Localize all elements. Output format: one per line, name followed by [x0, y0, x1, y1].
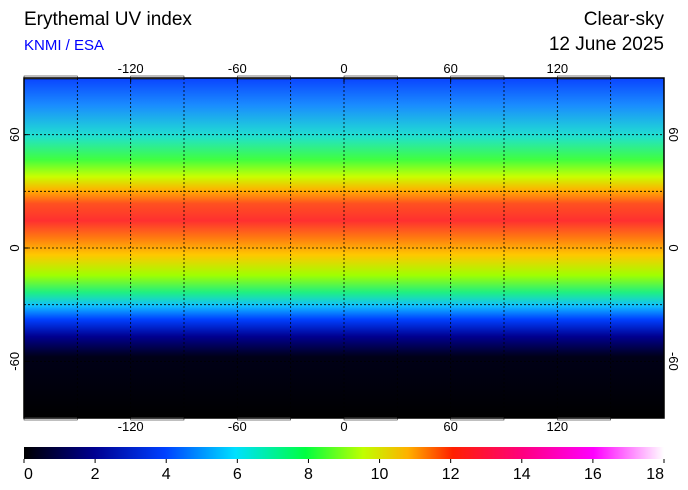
colorbar-tick-label: 4 [162, 466, 171, 483]
lat-tick-label: -60 [666, 352, 681, 371]
lon-tick-label: -120 [118, 61, 144, 76]
lon-tick-label: 120 [546, 61, 568, 76]
lon-tick-label: -60 [228, 419, 247, 434]
colorbar-tick-label: 14 [513, 466, 531, 483]
lat-tick-label: -60 [7, 352, 22, 371]
colorbar-tick-label: 12 [442, 466, 460, 483]
lon-tick-label: 120 [546, 419, 568, 434]
colorbar [24, 447, 664, 459]
lat-tick-label: 0 [666, 244, 681, 251]
colorbar-tick-label: 8 [304, 466, 313, 483]
colorbar-tick-label: 6 [233, 466, 242, 483]
lon-tick-label: 0 [340, 61, 347, 76]
source: KNMI / ESA [24, 37, 104, 54]
title: Erythemal UV index [24, 9, 192, 30]
colorbar-tick-label: 16 [584, 466, 602, 483]
mode: Clear-sky [584, 9, 665, 30]
lat-tick-label: 0 [7, 244, 22, 251]
colorbar-tick-label: 10 [371, 466, 389, 483]
colorbar-tick-label: 0 [24, 466, 33, 483]
lat-tick-label: 60 [7, 127, 22, 141]
lon-tick-label: -120 [118, 419, 144, 434]
lon-tick-label: -60 [228, 61, 247, 76]
lat-tick-label: 60 [666, 127, 681, 141]
date: 12 June 2025 [549, 34, 664, 55]
colorbar-tick-label: 18 [646, 466, 664, 483]
lon-tick-label: 60 [443, 61, 457, 76]
lon-tick-label: 60 [443, 419, 457, 434]
colorbar-tick-label: 2 [91, 466, 100, 483]
lon-tick-label: 0 [340, 419, 347, 434]
